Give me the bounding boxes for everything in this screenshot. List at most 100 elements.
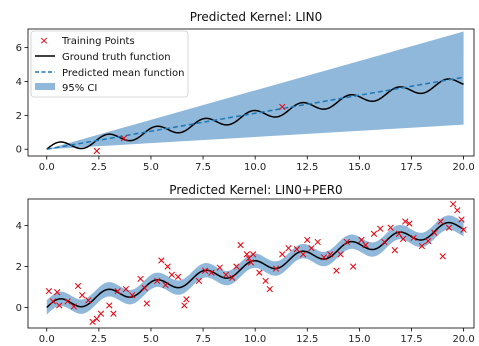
training-point [349,263,357,270]
x-tick-label: 12.5 [296,162,318,173]
x-tick-label: 17.5 [400,162,422,173]
training-point [454,207,461,214]
training-point [460,226,467,233]
training-point [343,238,351,246]
training-point [272,265,280,272]
y-axis: 0 2 4 6 [16,43,28,156]
training-point [308,244,315,252]
plot-area [45,200,467,326]
training-point [154,277,161,285]
training-point [110,310,117,317]
training-point [362,241,369,249]
training-point [122,285,130,293]
x-tick-label: 20.0 [452,334,474,345]
training-point [141,284,148,292]
legend-item-ground-truth: Ground truth function [35,52,171,63]
chart-title: Predicted Kernel: LIN0 [190,10,323,24]
training-point [243,251,250,258]
ground-truth-line [46,221,464,309]
training-point [70,303,78,310]
legend-box [30,30,189,98]
chart-lin0: Predicted Kernel: LIN0 0.0 2.5 5.0 7.5 10.0 1… [16,10,475,173]
legend: × Training Points Ground truth function … [30,30,189,98]
training-point [93,147,100,155]
training-point [285,244,292,252]
y-tick-label: 0 [16,145,22,156]
training-point [64,298,71,305]
training-point [391,247,398,254]
x-tick-label: 0.0 [39,334,55,345]
x-tick-label: 15.0 [348,334,370,345]
y-tick-label: 2 [16,111,22,122]
training-point [74,282,82,290]
x-tick-label: 12.5 [296,334,318,345]
x-tick-label: 20.0 [452,162,474,173]
training-point [233,263,240,270]
training-point [79,292,86,299]
x-tick-label: 5.0 [143,334,159,345]
training-point [45,287,52,295]
training-point [327,251,334,258]
training-point [237,241,244,249]
training-point [216,264,223,271]
x-tick-label: 2.5 [91,334,107,345]
x-tick-label: 0.0 [39,162,55,173]
training-point [458,216,465,223]
training-point [262,277,269,285]
training-point [279,103,286,111]
training-point [266,285,273,293]
training-point [164,263,171,270]
training-point [201,267,209,274]
training-point [49,298,57,305]
x-tick-label: 17.5 [400,334,422,345]
x-tick-label: 10.0 [244,162,266,173]
legend-label: Ground truth function [62,52,171,63]
training-point [293,246,301,253]
training-point [381,238,388,246]
y-tick-label: 2 [16,262,22,273]
training-point [450,200,457,208]
legend-label: 95% CI [62,83,97,94]
axes-frame [27,198,475,329]
chart-title: Predicted Kernel: LIN0+PER0 [169,183,342,197]
training-point [106,302,113,309]
training-point [56,302,63,309]
training-point [120,135,128,142]
x-tick-label: 7.5 [195,334,211,345]
training-point [256,269,263,276]
training-point [174,273,182,280]
training-point [54,289,61,296]
training-point [304,236,311,244]
chart-lin0-per0: Predicted Kernel: LIN0+PER0 0.0 2.5 5.0 7.5… [16,183,475,345]
y-tick-label: 4 [16,221,22,232]
training-point [208,269,215,276]
ground-truth-line [46,78,464,150]
training-point [97,310,105,317]
x-tick-label: 10.0 [244,334,266,345]
training-point [402,218,409,225]
legend-item-training-points: × Training Points [39,34,134,47]
training-point [439,253,446,260]
training-point [114,287,121,295]
y-tick-label: 0 [16,303,22,314]
axes-frame [27,28,475,157]
training-point [129,292,136,299]
ci-band [46,31,464,150]
training-point [181,302,188,309]
training-point [337,251,344,258]
y-tick-label: 6 [16,43,22,54]
training-point [418,242,426,250]
training-point [158,257,165,264]
training-point [320,254,328,261]
training-point [162,281,169,289]
training-point [445,224,453,231]
training-point [395,230,403,237]
training-point [377,225,384,232]
training-point [168,271,175,278]
x-tick-label: 15.0 [348,162,370,173]
plot-area [46,31,464,155]
training-point [137,275,144,283]
x-tick-label: 2.5 [91,162,107,173]
training-point [183,296,190,303]
